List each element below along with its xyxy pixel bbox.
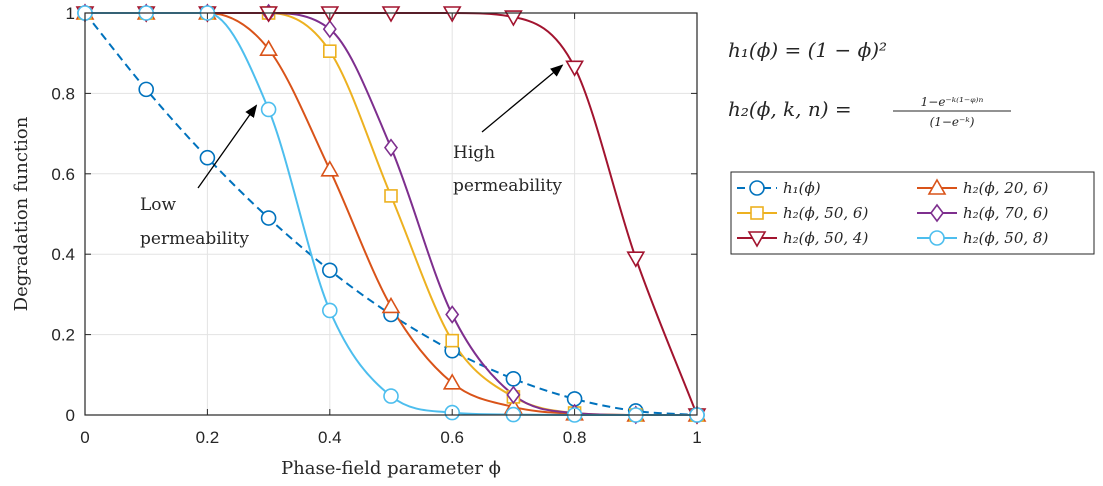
series-4-point [259, 6, 278, 23]
x-tick-label: 0.4 [318, 428, 342, 447]
y-tick-label: 0.8 [51, 84, 75, 103]
series-4-point [381, 6, 401, 23]
legend-marker-0 [749, 180, 765, 196]
curve-layer [84, 11, 698, 416]
series-4-point [626, 251, 646, 268]
y-tick-label: 0.4 [51, 245, 75, 264]
series-line-1 [84, 11, 697, 416]
plot-frame [84, 12, 698, 416]
x-tick-label: 0.6 [440, 428, 464, 447]
series-3-point [384, 138, 398, 158]
series-2-point [445, 333, 460, 348]
series-1-point [320, 160, 340, 177]
legend-label-3: h₂(ϕ, 70, 6) [963, 204, 1048, 222]
x-tick-label: 0.8 [563, 428, 587, 447]
grid-layer [85, 13, 697, 415]
series-5-point [383, 388, 399, 404]
series-0-point [260, 210, 277, 226]
annotation-low-arrow [197, 104, 258, 189]
series-4-point [565, 60, 584, 77]
equation-h2-lhs: h₂(ϕ, k, n) = [728, 97, 852, 121]
legend-label-2: h₂(ϕ, 50, 6) [783, 204, 868, 222]
series-3-point [445, 305, 460, 324]
series-5-point [321, 302, 338, 319]
equation-h2-numerator: 1−e⁻ᵏ⁽¹⁻ᵠ⁾ⁿ [921, 95, 984, 109]
series-line-4 [84, 11, 698, 416]
x-axis-label: Phase-field parameter ϕ [281, 458, 501, 479]
series-5-point [260, 101, 277, 118]
equation-h2-denominator: (1−e⁻ᵏ) [930, 115, 975, 129]
series-1-point [381, 296, 401, 314]
series-0-point [505, 371, 522, 387]
series-0-point [321, 262, 338, 279]
x-tick-label: 0.2 [196, 428, 220, 447]
series-0-point [199, 149, 216, 166]
x-tick-label: 1 [692, 428, 701, 447]
series-1-point [259, 39, 278, 56]
annotation-high-arrow [481, 64, 564, 133]
x-tick-label: 0 [80, 428, 89, 447]
legend-label-5: h₂(ϕ, 50, 8) [963, 229, 1048, 247]
legend-marker-2 [750, 206, 764, 220]
legend-label-4: h₂(ϕ, 50, 4) [783, 229, 868, 247]
legend: h₁(ϕ) h₂(ϕ, 50, 6) h₂(ϕ, 50, 4) h₂(ϕ, 20, 6… [730, 171, 1095, 255]
series-0-point [138, 81, 154, 98]
legend-label-1: h₂(ϕ, 20, 6) [963, 179, 1048, 197]
legend-marker-3 [930, 203, 944, 223]
annotation-high-line2: permeability [453, 176, 562, 196]
y-axis-label: Degradation function [11, 116, 32, 311]
series-line-3 [84, 11, 697, 416]
y-tick-label: 0 [66, 406, 75, 425]
series-1-point [442, 373, 462, 390]
annotation-layer: Low permeability High permeability [140, 64, 564, 249]
y-tick-label: 0.6 [51, 165, 75, 184]
legend-marker-5 [929, 230, 945, 246]
tick-layer: 0 0.2 0.4 0.6 0.8 1 0 0.2 0.4 0.6 0.8 1 [51, 4, 701, 447]
series-2-point [384, 189, 398, 203]
equation-block: h₁(ϕ) = (1 − ϕ)² h₂(ϕ, k, n) = 1−e⁻ᵏ⁽¹⁻ᵠ… [728, 38, 1011, 129]
legend-box [730, 171, 1095, 255]
equation-h1: h₁(ϕ) = (1 − ϕ)² [728, 38, 887, 62]
series-line-0 [84, 12, 698, 416]
series-3-point [506, 385, 521, 405]
y-tick-label: 1 [66, 4, 75, 23]
y-tick-label: 0.2 [51, 326, 75, 345]
series-2-point [322, 44, 337, 58]
annotation-high-line1: High [453, 143, 495, 163]
legend-marker-1 [927, 178, 947, 195]
annotation-low-line1: Low [140, 195, 177, 215]
legend-marker-4 [747, 231, 767, 248]
series-3-point [322, 19, 337, 39]
legend-label-0: h₁(ϕ) [783, 179, 821, 197]
series-line-2 [84, 11, 697, 416]
annotation-low-line2: permeability [140, 229, 249, 249]
series-4-point [504, 10, 523, 27]
series-line-5 [84, 11, 697, 416]
